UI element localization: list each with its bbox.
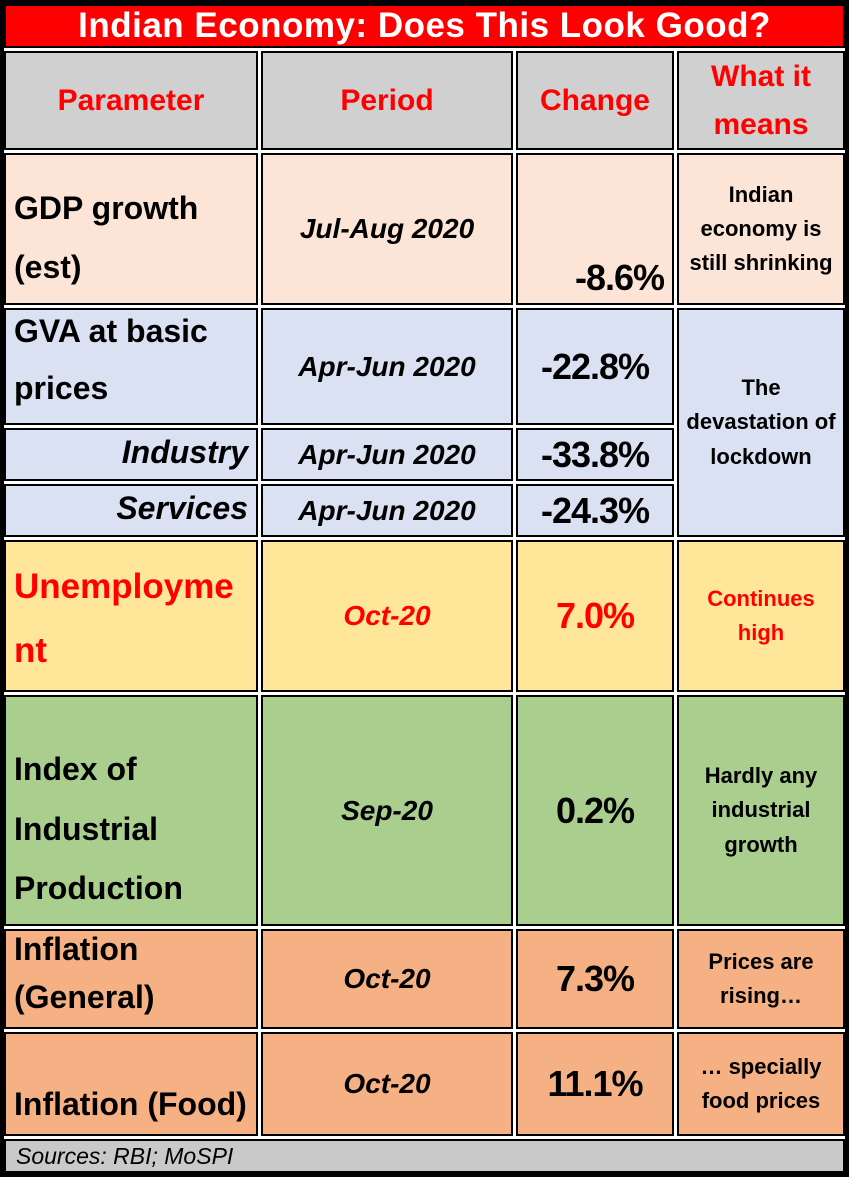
- column-header-parameter: Parameter: [4, 51, 258, 150]
- cell-inflation-food-parameter: Inflation (Food): [4, 1032, 258, 1136]
- cell-unemployment-parameter: Unemployment: [4, 540, 258, 692]
- cell-iip-parameter: Index of Industrial Production: [4, 695, 258, 926]
- cell-unemployment-meaning: Continues high: [677, 540, 845, 692]
- sources-note: Sources: RBI; MoSPI: [4, 1139, 845, 1173]
- cell-industry-parameter: Industry: [4, 428, 258, 481]
- cell-inflation-food-change: 11.1%: [516, 1032, 674, 1136]
- column-header-change: Change: [516, 51, 674, 150]
- cell-inflation-food-period: Oct-20: [261, 1032, 513, 1136]
- cell-inflation-general-parameter: Inflation (General): [4, 929, 258, 1029]
- cell-industry-period: Apr-Jun 2020: [261, 428, 513, 481]
- cell-gva-industry-services-meaning: The devastation of lockdown: [677, 308, 845, 537]
- cell-inflation-general-change: 7.3%: [516, 929, 674, 1029]
- column-header-what-it-means: What it means: [677, 51, 845, 150]
- cell-unemployment-period: Oct-20: [261, 540, 513, 692]
- cell-gva-change: -22.8%: [516, 308, 674, 425]
- cell-inflation-food-meaning: … specially food prices: [677, 1032, 845, 1136]
- cell-industry-change: -33.8%: [516, 428, 674, 481]
- cell-services-period: Apr-Jun 2020: [261, 484, 513, 537]
- cell-inflation-general-period: Oct-20: [261, 929, 513, 1029]
- cell-services-parameter: Services: [4, 484, 258, 537]
- cell-gdp-meaning: Indian economy is still shrinking: [677, 153, 845, 305]
- cell-gva-parameter: GVA at basic prices: [4, 308, 258, 425]
- cell-gdp-period: Jul-Aug 2020: [261, 153, 513, 305]
- cell-iip-period: Sep-20: [261, 695, 513, 926]
- cell-inflation-general-meaning: Prices are rising…: [677, 929, 845, 1029]
- cell-iip-meaning: Hardly any industrial growth: [677, 695, 845, 926]
- cell-services-change: -24.3%: [516, 484, 674, 537]
- page-title: Indian Economy: Does This Look Good?: [4, 4, 845, 48]
- cell-gdp-parameter: GDP growth (est): [4, 153, 258, 305]
- cell-gdp-change: -8.6%: [516, 153, 674, 305]
- column-header-period: Period: [261, 51, 513, 150]
- cell-gva-period: Apr-Jun 2020: [261, 308, 513, 425]
- cell-iip-change: 0.2%: [516, 695, 674, 926]
- cell-unemployment-change: 7.0%: [516, 540, 674, 692]
